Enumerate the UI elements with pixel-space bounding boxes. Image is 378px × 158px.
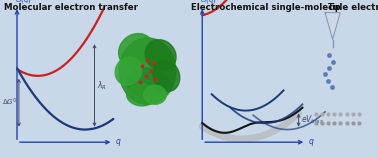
Text: $q$: $q$: [308, 137, 314, 148]
Text: $G(q)$: $G(q)$: [200, 0, 217, 5]
Text: Tip: Tip: [328, 3, 341, 12]
Text: $q$: $q$: [115, 137, 122, 148]
Ellipse shape: [115, 57, 142, 85]
Text: $\Delta G^0$: $\Delta G^0$: [2, 97, 17, 108]
Ellipse shape: [153, 60, 180, 91]
Text: $G(q)$: $G(q)$: [15, 0, 32, 5]
Text: $\lambda_R$: $\lambda_R$: [98, 79, 107, 92]
Ellipse shape: [127, 84, 157, 106]
Text: Electrochemical single-molecule electron transfer: Electrochemical single-molecule electron…: [191, 3, 378, 12]
Text: $eV_{bias}$: $eV_{bias}$: [301, 114, 324, 126]
Ellipse shape: [127, 68, 168, 96]
Polygon shape: [325, 13, 340, 40]
Text: Molecular electron transfer: Molecular electron transfer: [4, 3, 138, 12]
Ellipse shape: [119, 33, 153, 68]
Ellipse shape: [144, 85, 166, 104]
Ellipse shape: [145, 40, 176, 71]
Ellipse shape: [119, 38, 176, 104]
